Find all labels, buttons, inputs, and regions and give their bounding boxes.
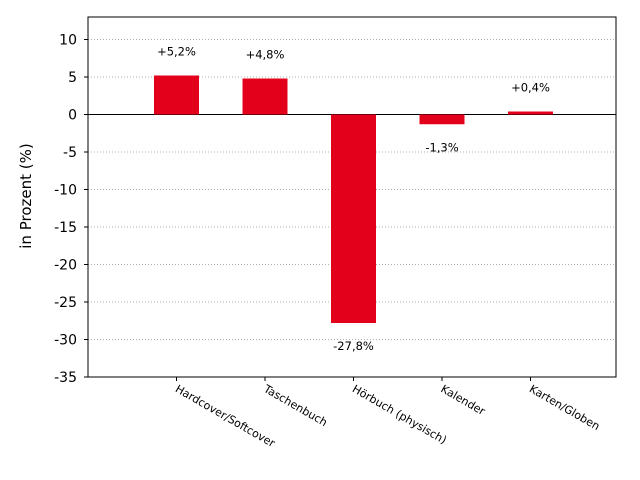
plot-frame bbox=[87, 16, 617, 378]
y-tick-label: -15 bbox=[54, 220, 77, 236]
y-axis-ticks: 10 5 0 -5 -10 -15 -20 -25 -30 -35 bbox=[54, 33, 88, 386]
data-label: +4,8% bbox=[246, 48, 285, 62]
y-tick-label: -25 bbox=[54, 295, 77, 311]
data-labels: +5,2% +4,8% -27,8% -1,3% +0,4% bbox=[157, 45, 550, 354]
y-tick-label: -35 bbox=[54, 370, 77, 386]
y-tick-label: 10 bbox=[59, 33, 77, 49]
x-tick-label: Taschenbuch bbox=[261, 382, 330, 429]
x-tick-label: Hörbuch (physisch) bbox=[350, 382, 449, 447]
x-tick-label: Kalender bbox=[439, 382, 488, 418]
data-label: +5,2% bbox=[157, 45, 196, 59]
data-label: +0,4% bbox=[511, 81, 550, 95]
bar bbox=[508, 111, 553, 115]
bar bbox=[419, 114, 465, 125]
x-tick-label: Karten/Globen bbox=[527, 382, 602, 433]
bars bbox=[154, 75, 553, 323]
y-tick-label: -10 bbox=[54, 183, 77, 199]
bar bbox=[331, 114, 376, 323]
y-tick-label: -5 bbox=[63, 145, 77, 161]
bar bbox=[242, 78, 288, 115]
bar bbox=[154, 75, 199, 115]
data-label: -1,3% bbox=[425, 140, 458, 154]
data-label: -27,8% bbox=[333, 339, 374, 353]
y-tick-label: -20 bbox=[54, 258, 77, 274]
y-tick-label: 5 bbox=[68, 70, 77, 86]
y-axis-title: in Prozent (%) bbox=[17, 143, 35, 248]
y-tick-label: -30 bbox=[54, 333, 77, 349]
y-tick-label: 0 bbox=[68, 108, 77, 124]
